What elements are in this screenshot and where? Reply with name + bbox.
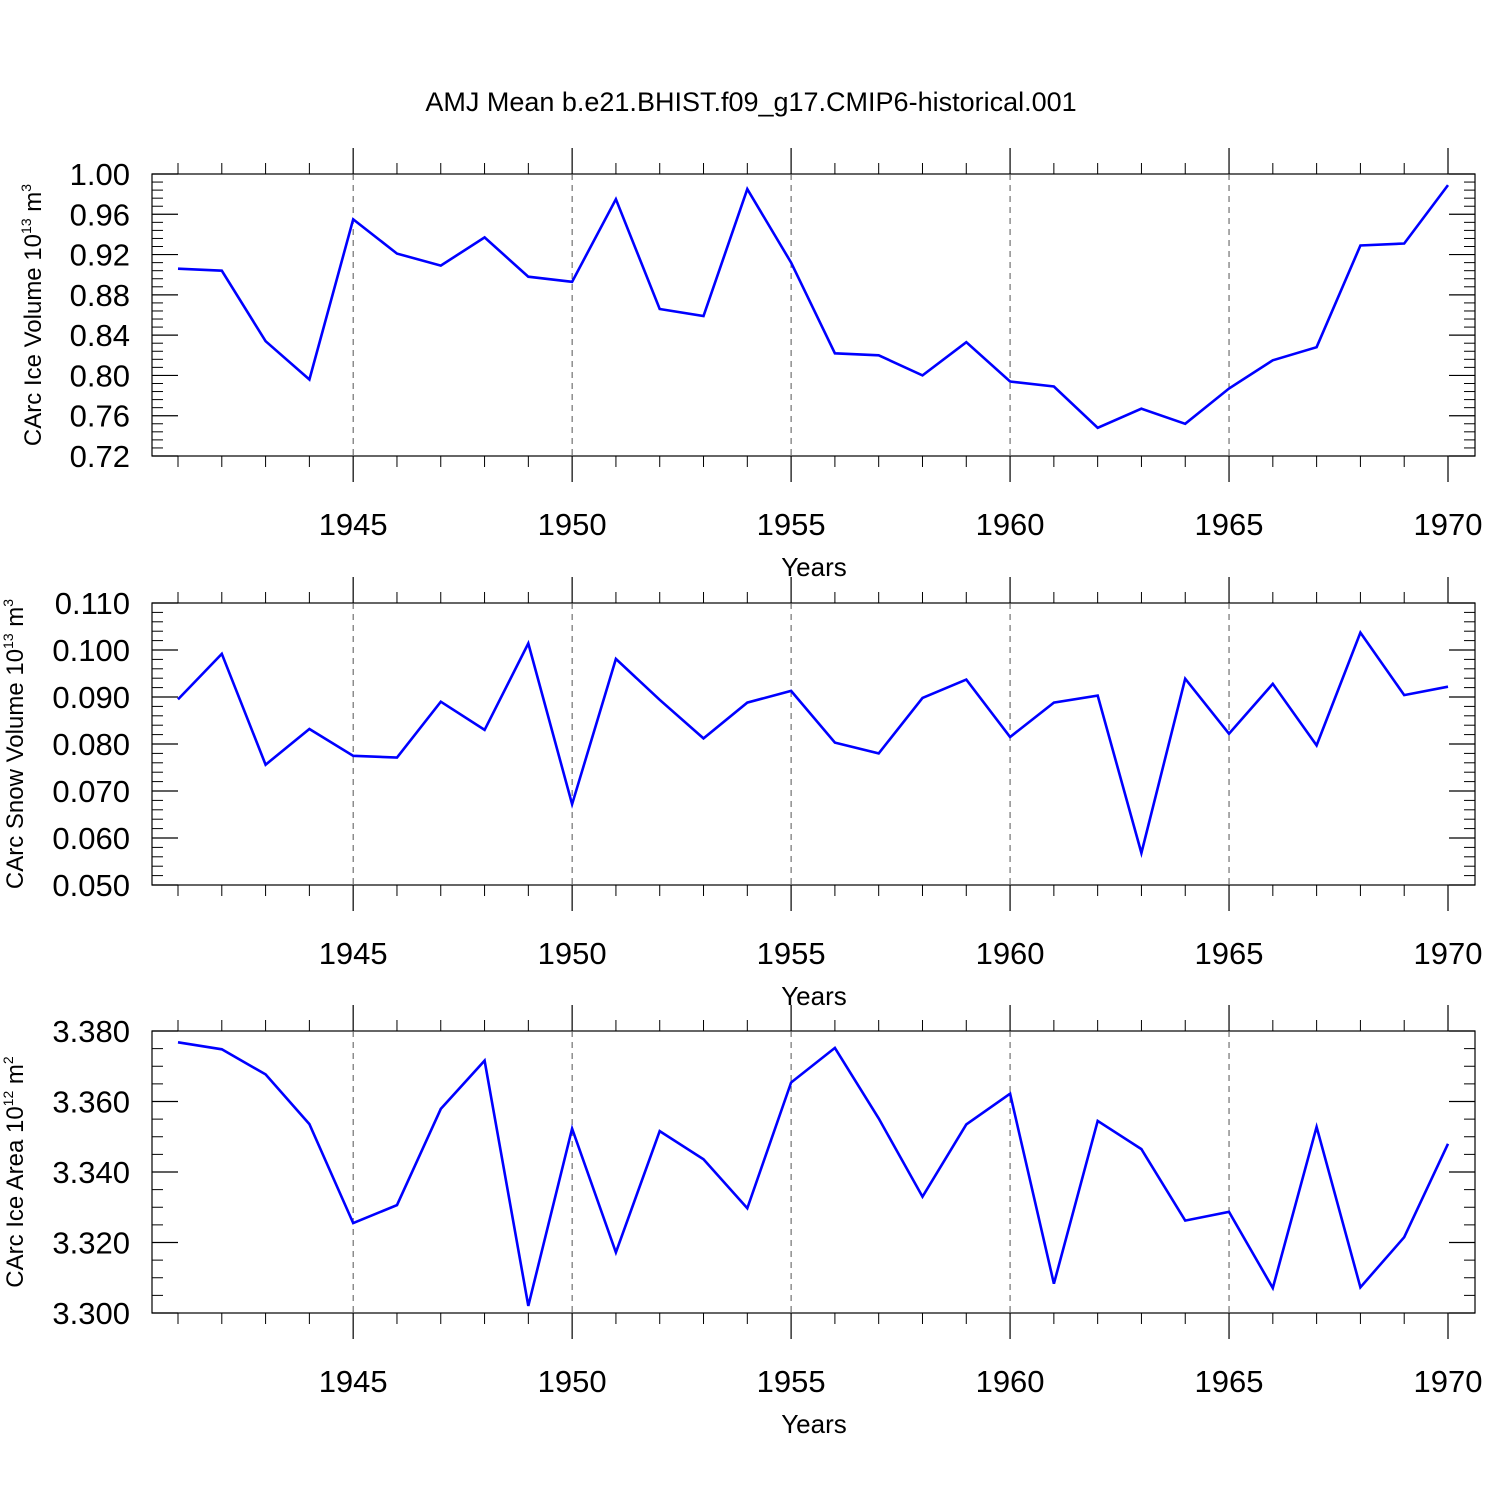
y-tick-label: 0.110 <box>55 586 130 621</box>
y-axis-label-part: m <box>20 192 47 219</box>
x-tick-label: 1965 <box>1195 936 1264 971</box>
y-tick-label: 3.340 <box>52 1155 130 1190</box>
panel-3: 1945 1950 1955 1960 1965 1970 3.300 3.320 3.340 3… <box>0 1005 1482 1439</box>
y-tick-label: 0.96 <box>70 197 130 232</box>
x-tick-label: 1970 <box>1414 1364 1483 1399</box>
y-axis-label-part: CArc Ice Volume 10 <box>20 234 47 446</box>
x-tick-label: 1955 <box>757 936 826 971</box>
y-tick-label: 0.76 <box>70 399 130 434</box>
plot-frame <box>151 173 1476 457</box>
y-tick-label: 1.00 <box>70 157 130 192</box>
x-tick-label: 1945 <box>319 1364 388 1399</box>
y-tick-label: 3.320 <box>52 1226 130 1261</box>
x-tick-label: 1950 <box>538 1364 607 1399</box>
series-line <box>177 1041 1450 1307</box>
x-tick-label: 1955 <box>757 1364 826 1399</box>
y-axis-label-superscript: 3 <box>18 184 34 192</box>
y-axis-label-superscript: 13 <box>18 218 34 234</box>
x-axis-label: Years <box>781 552 847 582</box>
y-tick-label: 0.060 <box>52 821 130 856</box>
x-tick-label: 1965 <box>1195 1364 1264 1399</box>
y-axis-label: CArc Ice Area 1012 m2 <box>0 1056 29 1288</box>
y-axis-label: CArc Snow Volume 1013 m3 <box>0 599 29 889</box>
x-tick-label: 1950 <box>538 507 607 542</box>
chart-title: AMJ Mean b.e21.BHIST.f09_g17.CMIP6-histo… <box>425 87 1076 117</box>
y-tick-label: 0.100 <box>52 633 130 668</box>
y-tick-label: 0.050 <box>52 868 130 903</box>
y-axis-label-part: m <box>2 1064 29 1091</box>
y-axis-label-superscript: 13 <box>0 633 16 649</box>
x-tick-label: 1960 <box>976 1364 1045 1399</box>
y-tick-label: 0.72 <box>70 439 130 474</box>
y-axis-label-superscript: 2 <box>0 1056 16 1064</box>
x-axis-label: Years <box>781 1409 847 1439</box>
x-tick-label: 1960 <box>976 936 1045 971</box>
y-axis-label-superscript: 3 <box>0 599 16 607</box>
x-tick-label: 1965 <box>1195 507 1264 542</box>
plot-frame <box>151 602 1476 886</box>
y-tick-label: 0.070 <box>52 774 130 809</box>
y-axis-label-part: CArc Ice Area 10 <box>2 1106 29 1287</box>
y-tick-label: 0.090 <box>52 680 130 715</box>
y-axis-label-superscript: 12 <box>0 1091 16 1107</box>
y-tick-label: 0.84 <box>70 318 130 353</box>
y-tick-label: 0.80 <box>70 358 130 393</box>
x-tick-label: 1970 <box>1414 936 1483 971</box>
panel-1: 1945 1950 1955 1960 1965 1970 0.72 0.76 0.80 0.84… <box>18 148 1482 582</box>
series-line <box>177 184 1450 430</box>
y-tick-label: 0.88 <box>70 278 130 313</box>
x-axis-label: Years <box>781 981 847 1011</box>
y-axis-label-part: m <box>2 607 29 634</box>
y-tick-label: 3.380 <box>52 1014 130 1049</box>
x-tick-label: 1945 <box>319 507 388 542</box>
x-tick-label: 1955 <box>757 507 826 542</box>
x-tick-label: 1950 <box>538 936 607 971</box>
x-tick-label: 1970 <box>1414 507 1483 542</box>
panel-2: 1945 1950 1955 1960 1965 1970 0.050 0.060 0.070 0… <box>0 577 1482 1011</box>
x-tick-label: 1960 <box>976 507 1045 542</box>
y-tick-label: 0.92 <box>70 238 130 273</box>
y-tick-label: 0.080 <box>52 727 130 762</box>
series-line <box>177 629 1449 859</box>
y-axis-label: CArc Ice Volume 1013 m3 <box>18 184 47 446</box>
x-tick-label: 1945 <box>319 936 388 971</box>
y-tick-label: 3.300 <box>52 1296 130 1331</box>
y-tick-label: 3.360 <box>52 1085 130 1120</box>
y-axis-label-part: CArc Snow Volume 10 <box>2 649 29 889</box>
